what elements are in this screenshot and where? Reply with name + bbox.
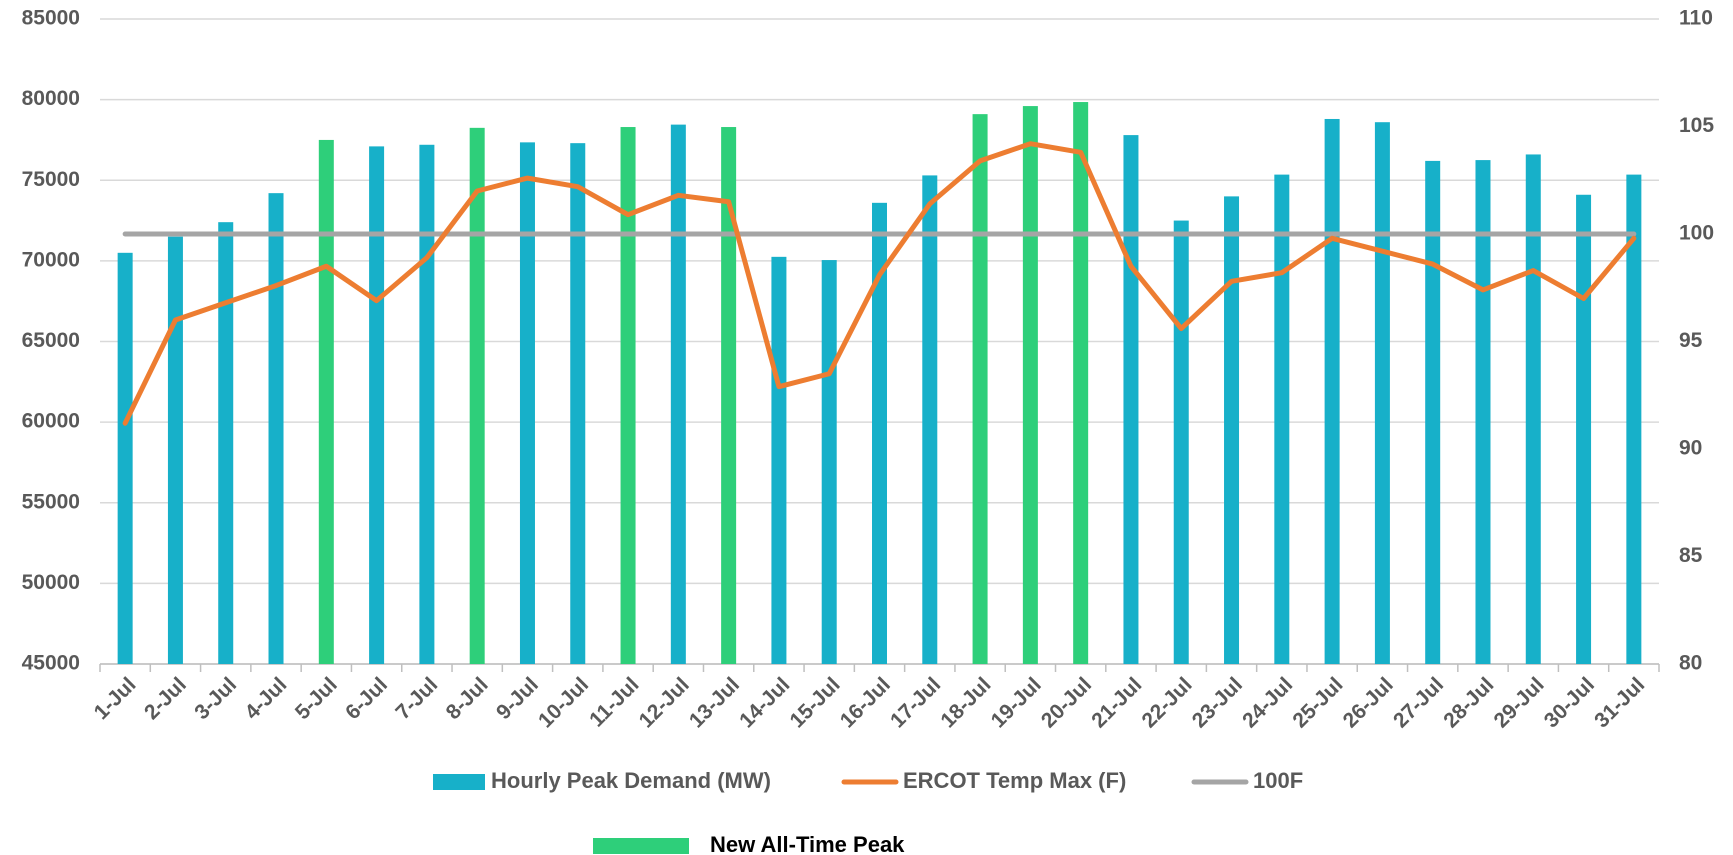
bar [620, 127, 636, 665]
bar [1324, 118, 1340, 665]
y-tick-label: 80000 [22, 87, 80, 110]
x-tick-label: 23-Jul [1188, 673, 1247, 732]
x-tick-label: 8-Jul [442, 673, 493, 724]
y2-tick-label: 100 [1679, 222, 1714, 245]
bar [721, 127, 737, 665]
bar [1274, 174, 1290, 664]
bar [1173, 220, 1189, 664]
y-tick-label: 45000 [22, 652, 80, 675]
y2-tick-label: 110 [1679, 7, 1713, 30]
bar [670, 124, 686, 664]
bar [570, 143, 586, 665]
bar [1123, 135, 1139, 665]
bar [771, 256, 787, 664]
x-tick-label: 4-Jul [241, 673, 292, 724]
x-tick-label: 15-Jul [785, 673, 844, 732]
x-tick-label: 18-Jul [936, 673, 995, 732]
x-tick-label: 5-Jul [291, 673, 342, 724]
bar [1022, 106, 1038, 664]
y-tick-label: 60000 [22, 410, 80, 433]
legend-label: New All-Time Peak [710, 832, 905, 855]
x-tick-label: 28-Jul [1439, 673, 1498, 732]
legend-swatch [433, 774, 485, 790]
y2-tick-label: 90 [1679, 437, 1702, 460]
x-tick-label: 16-Jul [836, 673, 895, 732]
y-tick-label: 65000 [22, 329, 80, 352]
bar [922, 175, 938, 664]
y-tick-label: 50000 [22, 571, 80, 594]
x-tick-label: 31-Jul [1590, 673, 1649, 732]
line [122, 141, 1637, 426]
x-tick-label: 22-Jul [1138, 673, 1197, 732]
x-tick-label: 30-Jul [1540, 673, 1599, 732]
bar [1224, 196, 1240, 664]
bar [1525, 154, 1541, 664]
x-tick-label: 20-Jul [1037, 673, 1096, 732]
y-tick-label: 85000 [22, 7, 80, 30]
bar [268, 193, 284, 664]
bar [1073, 102, 1089, 664]
bar [1576, 194, 1592, 664]
bar [821, 260, 837, 664]
bar [1374, 122, 1390, 664]
x-tick-label: 19-Jul [987, 673, 1046, 732]
x-tick-label: 6-Jul [341, 673, 392, 724]
legend-label: ERCOT Temp Max (F) [903, 768, 1126, 793]
y2-tick-label: 80 [1679, 652, 1702, 675]
x-tick-label: 14-Jul [735, 673, 794, 732]
bar [167, 236, 183, 664]
x-tick-label: 21-Jul [1087, 673, 1146, 732]
x-tick-label: 17-Jul [886, 673, 945, 732]
x-tick-label: 24-Jul [1238, 673, 1297, 732]
bar [972, 114, 988, 664]
x-tick-label: 2-Jul [140, 673, 191, 724]
bar [1425, 160, 1441, 664]
bar [519, 142, 535, 664]
y2-tick-label: 85 [1679, 544, 1703, 567]
legend-swatch [593, 838, 689, 854]
x-tick-label: 25-Jul [1288, 673, 1347, 732]
bar [1626, 174, 1642, 664]
bar [117, 252, 133, 664]
x-tick-label: 29-Jul [1490, 673, 1549, 732]
x-tick-label: 10-Jul [534, 673, 593, 732]
y2-tick-label: 105 [1679, 114, 1714, 137]
x-tick-label: 13-Jul [685, 673, 744, 732]
x-tick-label: 1-Jul [90, 673, 141, 724]
legend-label: Hourly Peak Demand (MW) [491, 768, 771, 793]
legend-label: 100F [1253, 768, 1303, 793]
bar [218, 222, 234, 665]
x-tick-label: 12-Jul [635, 673, 694, 732]
y-tick-label: 70000 [22, 248, 80, 271]
y-tick-label: 75000 [22, 168, 80, 191]
bar [369, 146, 385, 664]
x-tick-label: 27-Jul [1389, 673, 1448, 732]
x-tick-label: 11-Jul [585, 673, 643, 731]
y2-tick-label: 95 [1679, 329, 1703, 352]
x-tick-label: 3-Jul [190, 673, 241, 724]
bar [469, 127, 485, 664]
bar [872, 202, 887, 664]
x-tick-label: 7-Jul [391, 673, 442, 724]
y-tick-label: 55000 [22, 490, 80, 513]
x-tick-label: 26-Jul [1339, 673, 1398, 732]
bar [318, 139, 334, 664]
bar [419, 144, 435, 664]
